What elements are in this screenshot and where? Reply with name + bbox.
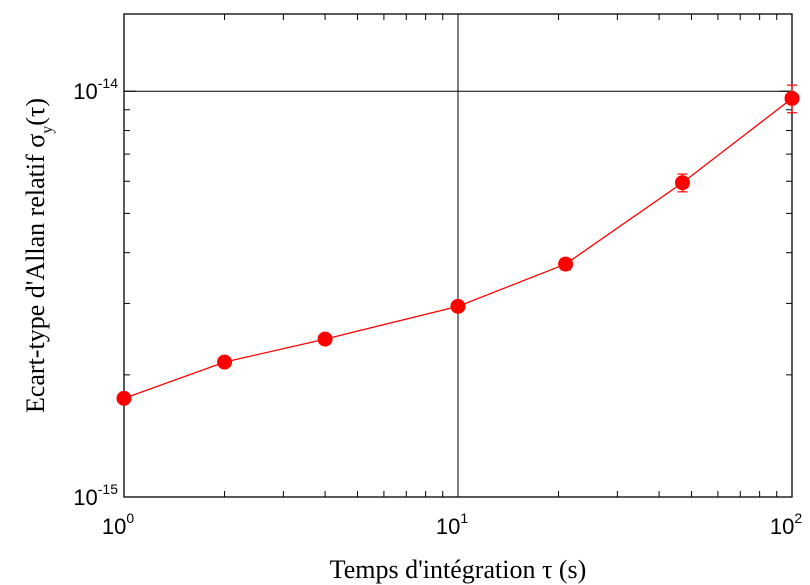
data-point [784,90,800,106]
axis-ticks: 100 101 102 10-15 10-14 [73,14,802,539]
y-axis-title: Ecart-type d'Allan relatif σy(τ) [21,98,56,413]
data-point [674,175,690,191]
grid-lines [124,14,792,497]
data-point [317,331,333,347]
data-point [217,354,233,370]
y-tick-label: 10-15 [73,481,118,510]
x-axis-title: Temps d'intégration τ (s) [330,555,587,584]
data-series [116,84,800,406]
y-axis-title-subscript: y [39,126,56,134]
y-axis-title-main: Ecart-type d'Allan relatif σ [21,134,50,413]
y-tick-label: 10-14 [73,75,118,104]
data-point [116,390,132,406]
data-point [558,256,574,272]
x-tick-label: 102 [770,510,802,539]
x-tick-label: 100 [102,510,134,539]
data-point [450,298,466,314]
y-axis-title-suffix: (τ) [21,98,50,126]
x-tick-label: 101 [436,510,468,539]
